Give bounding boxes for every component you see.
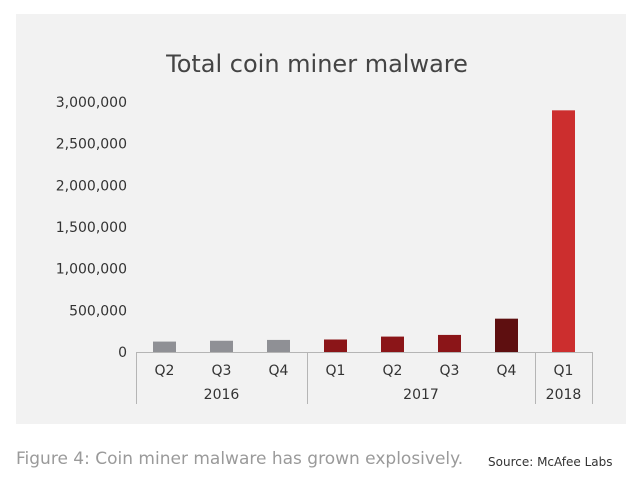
bars — [153, 110, 575, 352]
bar — [267, 339, 290, 352]
bar — [552, 110, 575, 352]
x-tick-label: Q2 — [383, 363, 403, 379]
x-tick-label: Q2 — [155, 363, 175, 379]
chart-panel: Total coin miner malware 0 500,000 1,000,0… — [16, 14, 626, 424]
chart: Total coin miner malware 0 500,000 1,000,0… — [56, 50, 593, 404]
bar — [153, 341, 176, 352]
x-tick-label: Q3 — [440, 363, 460, 379]
x-tick-label: Q4 — [497, 363, 517, 379]
y-tick-label: 1,500,000 — [56, 220, 127, 236]
x-tick-label: Q3 — [212, 363, 232, 379]
figure-caption: Figure 4: Coin miner malware has grown e… — [16, 449, 464, 469]
bar — [324, 339, 347, 352]
x-group-label: 2017 — [403, 387, 439, 403]
figure-source: Source: McAfee Labs — [488, 455, 613, 469]
bar — [495, 318, 518, 352]
x-axis: Q2 Q3 Q4 Q1 Q2 Q3 Q4 Q1 2016 2017 2018 — [136, 352, 593, 404]
bar — [210, 340, 233, 352]
y-tick-label: 1,000,000 — [56, 262, 127, 278]
x-tick-label: Q4 — [269, 363, 289, 379]
bar — [381, 336, 404, 352]
y-tick-label: 0 — [118, 345, 127, 361]
y-axis: 0 500,000 1,000,000 1,500,000 2,000,000 2,500… — [56, 95, 127, 361]
y-tick-label: 2,000,000 — [56, 178, 127, 194]
x-group-label: 2016 — [204, 387, 240, 403]
x-tick-label: Q1 — [554, 363, 574, 379]
x-tick-label: Q1 — [326, 363, 346, 379]
y-tick-label: 3,000,000 — [56, 95, 127, 111]
chart-title: Total coin miner malware — [165, 50, 468, 78]
y-tick-label: 2,500,000 — [56, 137, 127, 153]
y-tick-label: 500,000 — [69, 303, 127, 319]
x-group-label: 2018 — [546, 387, 582, 403]
bar — [438, 334, 461, 352]
